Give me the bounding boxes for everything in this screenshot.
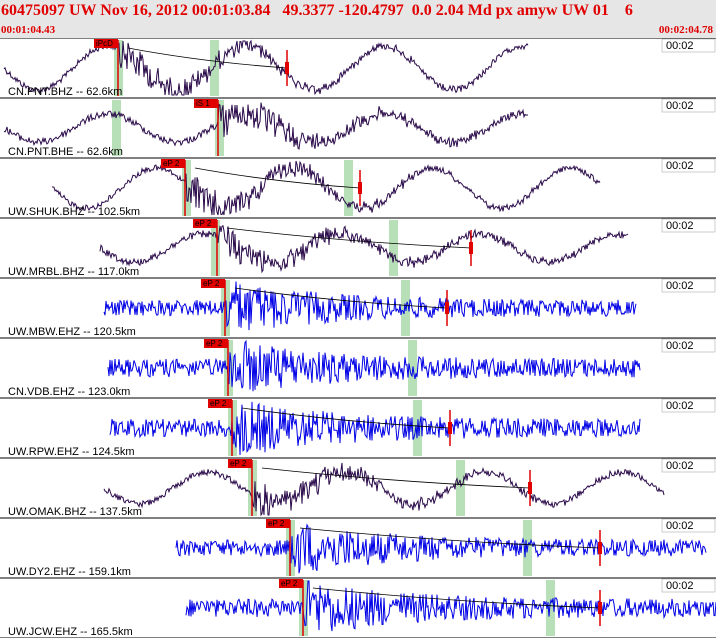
station-label: CN.PNT.BHE -- 62.6km — [8, 146, 123, 158]
scale-box — [661, 458, 716, 473]
waveform — [103, 462, 665, 517]
coda-curve — [261, 467, 531, 489]
scale-box — [661, 98, 716, 113]
scale-label: 00:02 — [666, 580, 694, 592]
trace-row[interactable]: iS 1 CN.PNT.BHE -- 62.6km 00:02 — [0, 98, 716, 159]
pick-tag[interactable] — [193, 219, 217, 228]
waveform — [103, 281, 637, 331]
coda-handle[interactable] — [445, 302, 449, 314]
scale-label: 00:02 — [666, 460, 694, 472]
waveform — [99, 224, 629, 274]
station-label: UW.OMAK.BHZ -- 137.5km — [8, 506, 142, 518]
scale-box — [661, 398, 716, 413]
seismogram-panel[interactable]: iPcD CN.PNT.BHZ -- 62.6km 00:02 iS 1 CN.PNT.… — [0, 38, 716, 638]
analysis-window — [215, 100, 224, 156]
coda-handle[interactable] — [358, 182, 362, 194]
scale-box — [661, 338, 716, 353]
scale-label: 00:02 — [666, 100, 694, 112]
scale-box — [661, 218, 716, 233]
trace-row[interactable]: eP 2 UW.MBW.EHZ -- 120.5km 00:02 — [0, 278, 716, 339]
scale-box — [661, 518, 716, 533]
coda-curve — [312, 587, 601, 609]
station-label: UW.RPW.EHZ -- 124.5km — [8, 446, 135, 458]
pick-label: eP 2 — [206, 339, 223, 348]
header-bar: 60475097 UW Nov 16, 2012 00:01:03.84 49.… — [0, 0, 716, 38]
pick-tag[interactable] — [94, 39, 118, 48]
trace-row[interactable]: eP 2 CN.VDB.EHZ -- 123.0km 00:02 — [0, 338, 716, 399]
station-label: UW.MRBL.BHZ -- 117.0km — [8, 266, 139, 278]
scale-label: 00:02 — [666, 400, 694, 412]
pick-label: iS 1 — [196, 99, 210, 108]
coda-curve — [234, 287, 448, 309]
coda-curve — [127, 47, 288, 69]
pick-label: eP 2 — [268, 519, 285, 528]
trace-row[interactable]: eP 2 UW.JCW.EHZ -- 165.5km 00:02 — [0, 578, 716, 638]
waveform — [175, 523, 707, 574]
scale-label: 00:02 — [666, 280, 694, 292]
trace-row[interactable]: eP 2 UW.RPW.EHZ -- 124.5km 00:02 — [0, 398, 716, 459]
event-title: 60475097 UW Nov 16, 2012 00:01:03.84 49.… — [1, 2, 633, 19]
scale-box — [661, 158, 716, 173]
pick-label: iPcD — [96, 39, 113, 48]
scale-label: 00:02 — [666, 40, 694, 52]
pick-tag[interactable] — [266, 519, 290, 528]
trace-row[interactable]: eP 2 UW.MRBL.BHZ -- 117.0km 00:02 — [0, 218, 716, 279]
analysis-window — [344, 160, 353, 216]
station-label: CN.VDB.EHZ -- 123.0km — [8, 386, 130, 398]
pick-label: eP 2 — [230, 459, 247, 468]
station-label: UW.MBW.EHZ -- 120.5km — [8, 326, 136, 338]
coda-handle[interactable] — [285, 62, 289, 74]
pick-tag[interactable] — [204, 339, 228, 348]
trace-row[interactable]: eP 2 UW.SHUK.BHZ -- 102.5km 00:02 — [0, 158, 716, 219]
scale-box — [661, 278, 716, 293]
time-end-label: 00:02:04.78 — [658, 24, 713, 36]
analysis-window — [210, 40, 219, 96]
waveform — [3, 102, 528, 150]
station-label: UW.SHUK.BHZ -- 102.5km — [8, 206, 140, 218]
coda-curve — [194, 167, 361, 189]
analysis-window — [546, 580, 555, 636]
waveform — [109, 401, 641, 456]
coda-handle[interactable] — [598, 542, 602, 554]
trace-row[interactable]: eP 2 UW.OMAK.BHZ -- 137.5km 00:02 — [0, 458, 716, 519]
time-start-label: 00:01:04.43 — [1, 24, 56, 36]
scale-label: 00:02 — [666, 520, 694, 532]
pick-tag[interactable] — [194, 99, 218, 108]
trace-row[interactable]: iPcD CN.PNT.BHZ -- 62.6km 00:02 — [0, 38, 716, 99]
pick-tag[interactable] — [228, 459, 252, 468]
waveform — [107, 339, 641, 392]
trace-row[interactable]: eP 2 UW.DY2.EHZ -- 159.1km 00:02 — [0, 518, 716, 579]
coda-curve — [241, 407, 451, 429]
analysis-window — [456, 460, 465, 516]
waveform — [185, 580, 716, 632]
waveform — [51, 160, 601, 216]
pick-tag[interactable] — [279, 579, 303, 588]
scale-label: 00:02 — [666, 220, 694, 232]
scale-box — [661, 578, 716, 593]
pick-tag[interactable] — [201, 279, 225, 288]
coda-handle[interactable] — [448, 422, 452, 434]
waveform — [3, 39, 529, 96]
analysis-window — [211, 220, 220, 276]
scale-box — [661, 38, 716, 53]
station-label: CN.PNT.BHZ -- 62.6km — [8, 86, 122, 98]
pick-tag[interactable] — [208, 399, 232, 408]
coda-handle[interactable] — [598, 602, 602, 614]
analysis-window — [389, 220, 398, 276]
pick-label: eP 2 — [163, 159, 180, 168]
coda-curve — [299, 527, 601, 549]
station-label: UW.DY2.EHZ -- 159.1km — [8, 566, 131, 578]
coda-curve — [226, 227, 472, 249]
pick-tag[interactable] — [161, 159, 185, 168]
station-label: UW.JCW.EHZ -- 165.5km — [8, 626, 133, 638]
analysis-window — [112, 100, 121, 156]
pick-label: eP 2 — [195, 219, 212, 228]
scale-label: 00:02 — [666, 160, 694, 172]
pick-label: eP 2 — [281, 579, 298, 588]
scale-label: 00:02 — [666, 340, 694, 352]
pick-label: eP 2 — [203, 279, 220, 288]
coda-handle[interactable] — [528, 482, 532, 494]
pick-label: eP 2 — [210, 399, 227, 408]
coda-handle[interactable] — [469, 242, 473, 254]
